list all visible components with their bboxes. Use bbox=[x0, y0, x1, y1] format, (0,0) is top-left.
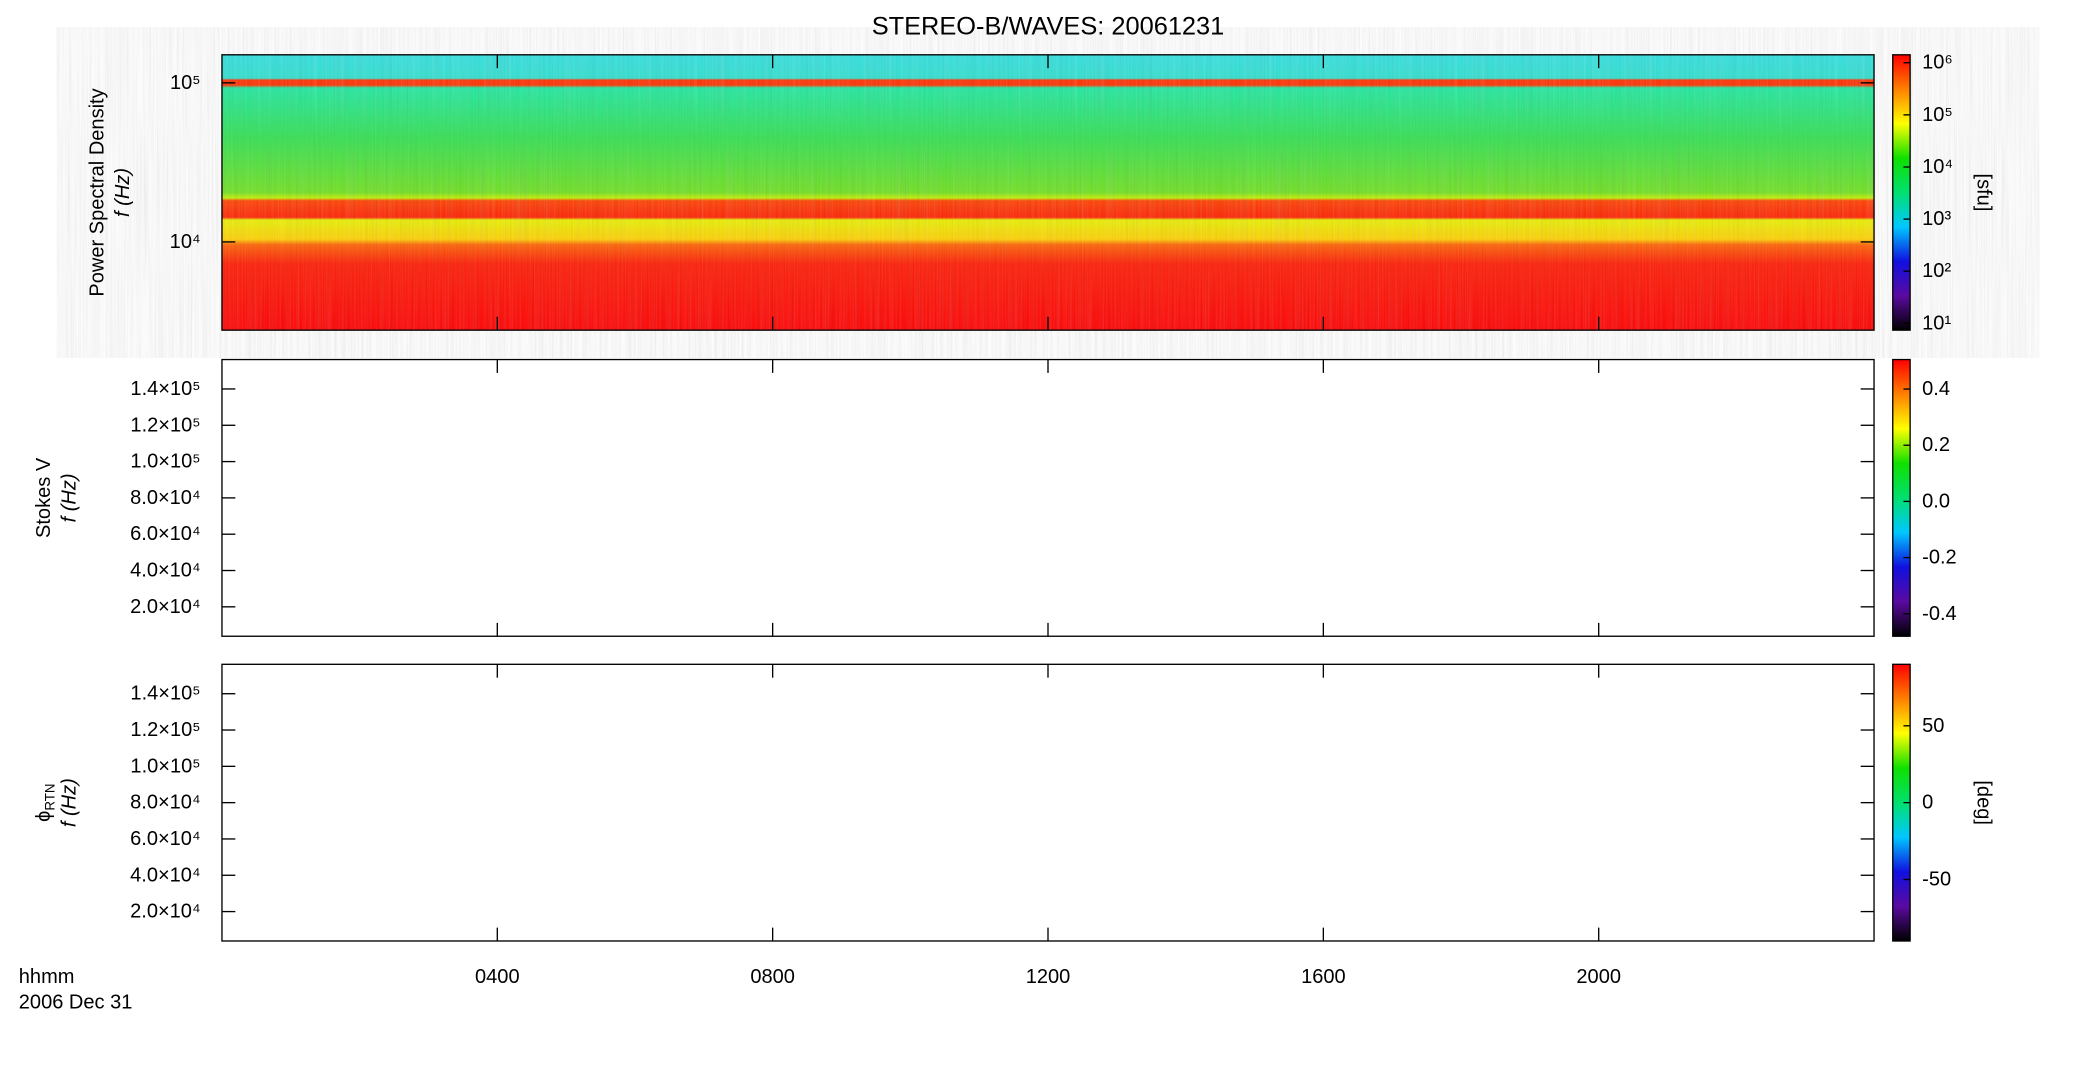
colorbar-tick-label: 10⁵ bbox=[1922, 104, 1953, 126]
colorbar-tick-label: 10¹ bbox=[1922, 312, 1951, 334]
y-label-sub: RTN bbox=[42, 783, 57, 810]
colorbar-tick-label: 10⁴ bbox=[1922, 156, 1953, 178]
y-label-symbol: ϕ bbox=[33, 811, 55, 822]
y-tick-label: 4.0×10⁴ bbox=[130, 560, 200, 582]
plot-frame bbox=[221, 358, 1875, 637]
y-tick-label: 10⁴ bbox=[170, 231, 201, 253]
colorbar-label: [deg] bbox=[1973, 780, 1995, 825]
y-tick-label: 10⁵ bbox=[170, 72, 201, 94]
y-label: Stokes V bbox=[33, 457, 55, 538]
y-tick-label: 1.4×10⁵ bbox=[130, 683, 200, 705]
y-tick-label: 1.2×10⁵ bbox=[130, 719, 200, 741]
y-label: Power Spectral Density bbox=[87, 88, 109, 296]
colorbar-label: [sfu] bbox=[1973, 174, 1995, 212]
y-tick-label: 2.0×10⁴ bbox=[130, 901, 200, 923]
y-tick-label: 6.0×10⁴ bbox=[130, 828, 200, 850]
y-tick-label: 1.0×10⁵ bbox=[130, 755, 200, 777]
colorbar bbox=[1892, 358, 1911, 637]
y-label-units: f (Hz) bbox=[59, 473, 81, 522]
y-tick-label: 4.0×10⁴ bbox=[130, 864, 200, 886]
x-label: hhmm bbox=[19, 966, 75, 988]
y-label: ϕRTN bbox=[33, 783, 57, 821]
y-tick-label: 1.4×10⁵ bbox=[130, 378, 200, 400]
colorbar-tick-label: 0.2 bbox=[1922, 434, 1950, 456]
y-label-units: f (Hz) bbox=[59, 778, 81, 827]
colorbar-tick-label: 50 bbox=[1922, 715, 1944, 737]
x-tick-label: 1600 bbox=[1301, 966, 1346, 988]
y-tick-label: 1.2×10⁵ bbox=[130, 414, 200, 436]
x-tick-label: 2000 bbox=[1576, 966, 1621, 988]
y-label-units: f (Hz) bbox=[112, 168, 134, 217]
colorbar-tick-label: -0.4 bbox=[1922, 603, 1957, 625]
x-tick-label: 1200 bbox=[1026, 966, 1071, 988]
spectrogram-texture bbox=[221, 54, 1875, 331]
colorbar-tick-label: 0.4 bbox=[1922, 378, 1950, 400]
y-tick-label: 6.0×10⁴ bbox=[130, 523, 200, 545]
colorbar-tick-label: -50 bbox=[1922, 869, 1951, 891]
y-tick-label: 2.0×10⁴ bbox=[130, 596, 200, 618]
x-tick-label: 0800 bbox=[750, 966, 795, 988]
x-label-date: 2006 Dec 31 bbox=[19, 991, 133, 1013]
colorbar bbox=[1892, 54, 1911, 331]
colorbar-tick-label: 10³ bbox=[1922, 208, 1951, 230]
y-tick-label: 8.0×10⁴ bbox=[130, 487, 200, 509]
plot-frame bbox=[221, 663, 1875, 942]
y-tick-label: 8.0×10⁴ bbox=[130, 792, 200, 814]
colorbar-tick-label: 0.0 bbox=[1922, 490, 1950, 512]
colorbar-tick-label: 0 bbox=[1922, 792, 1933, 814]
y-tick-label: 1.0×10⁵ bbox=[130, 451, 200, 473]
chart-title: STEREO-B/WAVES: 20061231 bbox=[872, 13, 1225, 41]
colorbar-tick-label: 10² bbox=[1922, 260, 1951, 282]
x-tick-label: 0400 bbox=[475, 966, 520, 988]
colorbar-tick-label: -0.2 bbox=[1922, 547, 1957, 569]
colorbar-tick-label: 10⁶ bbox=[1922, 52, 1953, 74]
